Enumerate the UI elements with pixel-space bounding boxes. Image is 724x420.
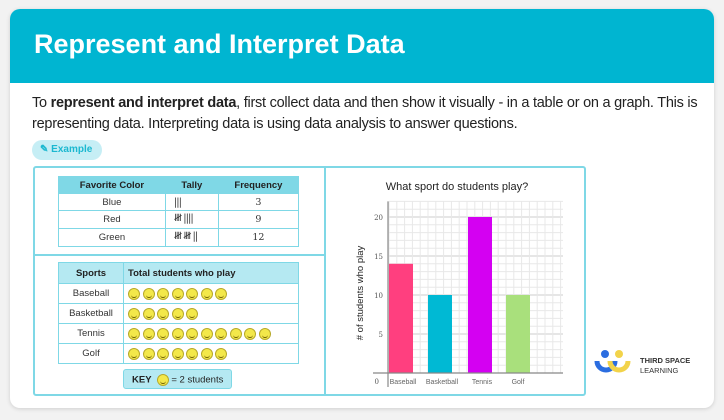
sport-cell: Golf bbox=[58, 343, 124, 364]
table-row: Basketball bbox=[58, 303, 299, 324]
smiley-icon bbox=[186, 327, 198, 340]
table-row: Red 𝍸 |||| 9 bbox=[58, 210, 300, 229]
smiley-icon bbox=[157, 307, 169, 320]
pencil-icon: ✎ bbox=[40, 144, 49, 155]
divider bbox=[35, 254, 324, 256]
table-row: Green 𝍸 𝍸 || 12 bbox=[58, 228, 300, 247]
logo-line1: THIRD SPACE bbox=[640, 356, 691, 365]
smiley-icon bbox=[186, 347, 198, 360]
y-tick-label: 15 bbox=[374, 253, 383, 261]
example-pill[interactable]: ✎ Example bbox=[32, 140, 103, 160]
table-row: Golf bbox=[58, 343, 299, 364]
sport-cell: Baseball bbox=[58, 283, 124, 304]
smiley-icon bbox=[156, 374, 169, 386]
pictogram-table: Sports Total students who play Baseball Ba… bbox=[58, 262, 299, 364]
content: To represent and interpret data, first c… bbox=[32, 93, 708, 396]
divider bbox=[324, 168, 326, 394]
bar-tennis bbox=[468, 217, 492, 373]
smiley-icon bbox=[200, 287, 213, 300]
col-header: Frequency bbox=[217, 176, 300, 194]
smiley-icon bbox=[128, 307, 140, 320]
smiley-icon bbox=[157, 287, 169, 300]
smiley-icon bbox=[171, 287, 184, 300]
cell: Red bbox=[58, 210, 166, 229]
sport-cell: Basketball bbox=[58, 303, 124, 324]
intro-bold: represent and interpret data bbox=[50, 95, 237, 111]
smiley-icon bbox=[186, 287, 198, 300]
pictogram-key: KEY = 2 students bbox=[123, 369, 233, 389]
smiley-icon bbox=[128, 327, 140, 340]
smiley-icon bbox=[200, 327, 213, 340]
intro-text: To represent and interpret data, first c… bbox=[32, 93, 708, 135]
smiley-icon bbox=[215, 347, 227, 360]
key-text: = 2 students bbox=[171, 374, 224, 386]
cell: Blue bbox=[58, 193, 166, 211]
key-label: KEY bbox=[132, 374, 152, 386]
smiley-icon bbox=[142, 307, 155, 320]
col-header: Favorite Color bbox=[58, 176, 166, 194]
cell: 9 bbox=[217, 210, 300, 229]
pictogram-cell bbox=[123, 323, 299, 344]
pictogram-cell bbox=[123, 303, 299, 324]
logo-line2: LEARNING bbox=[640, 366, 679, 375]
smiley-icon bbox=[171, 327, 184, 340]
tally-cell: 𝍸 |||| bbox=[164, 210, 219, 229]
smiley-icon bbox=[157, 347, 169, 360]
logo-text: THIRD SPACE LEARNING bbox=[640, 356, 690, 376]
cell: 3 bbox=[217, 193, 300, 211]
x-tick-label: Baseball bbox=[390, 379, 417, 386]
col-header: Total students who play bbox=[123, 262, 299, 284]
smiley-icon bbox=[142, 287, 155, 300]
bar-chart: What sport do students play? # of student… bbox=[355, 181, 563, 387]
table-row: Blue ||| 3 bbox=[58, 193, 300, 211]
table-row: Tennis bbox=[58, 323, 299, 344]
intro-prefix: To bbox=[32, 95, 51, 111]
tally-cell: 𝍸 𝍸 || bbox=[164, 228, 219, 247]
pictogram-cell bbox=[123, 343, 299, 364]
x-tick-label: Golf bbox=[512, 379, 525, 386]
x-tick-label: Tennis bbox=[472, 379, 493, 386]
tally-cell: ||| bbox=[164, 193, 219, 211]
smiley-icon bbox=[171, 347, 184, 360]
y-tick-label: 20 bbox=[374, 214, 383, 222]
smiley-icon bbox=[142, 327, 155, 340]
smiley-icon bbox=[128, 287, 140, 300]
slide-card: Represent and Interpret Data To represen… bbox=[10, 9, 714, 408]
y-tick-label: 5 bbox=[379, 331, 383, 339]
y-tick-label: 0 bbox=[375, 378, 379, 386]
cell: Green bbox=[58, 228, 166, 247]
example-box: Favorite Color Tally Frequency Blue ||| 3 Re… bbox=[33, 166, 586, 396]
smiley-icon bbox=[215, 327, 227, 340]
y-tick-label: 10 bbox=[374, 292, 383, 300]
smiley-icon bbox=[244, 327, 256, 340]
x-tick-label: Basketball bbox=[426, 379, 459, 386]
smiley-icon bbox=[200, 347, 213, 360]
page-title: Represent and Interpret Data bbox=[10, 9, 714, 83]
bar-golf bbox=[506, 295, 530, 373]
smiley-icon bbox=[142, 347, 155, 360]
intro-suffix: , first collect data and then show it vi… bbox=[32, 95, 698, 132]
smiley-icon bbox=[157, 327, 169, 340]
smiley-icon bbox=[258, 327, 271, 340]
table-row: Baseball bbox=[58, 283, 299, 304]
chart-title: What sport do students play? bbox=[386, 181, 528, 193]
col-header: Sports bbox=[58, 262, 124, 284]
tally-table: Favorite Color Tally Frequency Blue ||| 3 Re… bbox=[58, 176, 300, 247]
sport-cell: Tennis bbox=[58, 323, 124, 344]
smiley-icon bbox=[171, 307, 184, 320]
example-label: Example bbox=[51, 144, 93, 155]
y-axis-label: # of students who play bbox=[355, 245, 366, 340]
smiley-icon bbox=[128, 347, 140, 360]
col-header: Tally bbox=[164, 176, 219, 194]
cell: 12 bbox=[217, 228, 300, 247]
bar-baseball bbox=[389, 263, 413, 373]
logo-icon bbox=[594, 350, 631, 373]
smiley-icon bbox=[215, 287, 227, 300]
bar-basketball bbox=[428, 295, 452, 373]
smiley-icon bbox=[186, 307, 198, 320]
pictogram-cell bbox=[123, 283, 299, 304]
smiley-icon bbox=[229, 327, 242, 340]
